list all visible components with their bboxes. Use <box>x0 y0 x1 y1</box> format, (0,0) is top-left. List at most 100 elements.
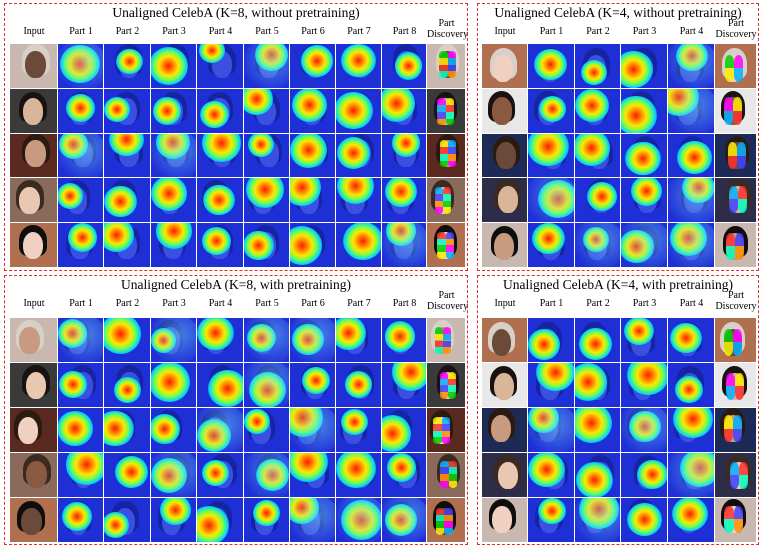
heat-blob <box>151 328 176 353</box>
heat-blob <box>682 178 714 204</box>
part-segment <box>445 245 454 253</box>
part-segment <box>442 333 452 341</box>
heat-blob <box>387 453 417 482</box>
part-segment <box>729 185 739 200</box>
heat-haze <box>151 453 196 497</box>
heat-blob <box>575 408 612 443</box>
heat-blob <box>626 503 662 537</box>
column-header: Part 8 <box>392 298 417 309</box>
part-segment <box>448 460 457 468</box>
column-header: Part Discovery <box>427 18 469 40</box>
heat-blob <box>160 498 191 525</box>
part-segment <box>732 428 742 443</box>
part-heatmap <box>336 178 381 223</box>
part-heatmap <box>336 223 381 267</box>
heat-blob <box>246 178 284 208</box>
part-segment <box>437 252 446 259</box>
part-heatmap <box>197 498 243 542</box>
part-heatmap <box>104 178 150 223</box>
part-segment <box>439 71 448 79</box>
heat-blob <box>341 44 376 78</box>
part-segment <box>445 111 454 119</box>
part-heatmap <box>290 408 335 452</box>
heat-blob <box>244 230 275 261</box>
heat-blob <box>677 141 712 174</box>
part-heatmap <box>58 223 103 267</box>
part-heatmap <box>621 363 667 407</box>
part-segment <box>439 378 448 386</box>
part-heatmap <box>104 408 150 452</box>
part-segment <box>447 71 457 79</box>
part-discovery-image <box>427 133 465 178</box>
face-shape <box>493 372 514 401</box>
part-segment <box>729 475 739 489</box>
heat-blob <box>201 133 241 162</box>
heat-blob <box>104 410 134 447</box>
part-heatmap <box>621 318 667 362</box>
heat-blob <box>114 377 141 404</box>
part-segment <box>724 111 734 125</box>
heat-blob <box>341 500 381 540</box>
part-heatmap <box>104 453 150 497</box>
part-segment <box>732 415 742 429</box>
heat-haze <box>528 178 574 223</box>
part-segment <box>723 342 733 357</box>
face-shape <box>492 505 513 533</box>
part-heatmap <box>575 133 620 178</box>
part-segment <box>442 200 452 208</box>
part-segment <box>738 185 748 200</box>
heat-blob <box>385 178 418 208</box>
part-discovery-image <box>427 88 465 133</box>
input-image <box>482 498 527 542</box>
part-discovery-image <box>427 223 465 267</box>
part-segment <box>445 238 454 246</box>
part-discovery-image <box>715 178 756 223</box>
heat-haze <box>336 498 381 542</box>
part-heatmap <box>197 363 243 407</box>
part-segment <box>433 416 442 424</box>
heat-blob <box>255 458 289 492</box>
heat-haze <box>575 223 620 267</box>
part-segment <box>448 467 457 475</box>
part-segment <box>442 340 452 348</box>
input-image <box>482 44 527 88</box>
face-shape <box>17 416 39 445</box>
part-segment <box>726 232 736 247</box>
heat-blob <box>203 185 235 216</box>
input-image <box>482 133 527 178</box>
part-heatmap <box>528 363 574 407</box>
input-image <box>482 363 527 407</box>
heat-blob <box>583 227 609 252</box>
heat-blob <box>200 100 230 129</box>
part-segment <box>447 64 457 72</box>
heat-blob <box>343 223 381 261</box>
column-header: Part 2 <box>115 26 140 37</box>
part-segment <box>448 378 457 386</box>
heat-blob <box>575 89 609 123</box>
part-heatmap <box>197 223 243 267</box>
heat-blob <box>59 44 100 84</box>
part-heatmap <box>528 133 574 178</box>
part-heatmap <box>244 408 289 452</box>
part-segment <box>733 97 743 112</box>
part-segment <box>445 118 454 126</box>
heat-blob <box>255 44 288 72</box>
heat-blob <box>528 329 561 361</box>
panel-title: Unaligned CelebA (K=8, without pretraini… <box>112 5 360 20</box>
part-segment <box>724 97 734 112</box>
face-shape <box>497 185 518 213</box>
part-heatmap <box>668 453 714 497</box>
part-segment <box>441 437 450 445</box>
heat-blob <box>626 363 667 396</box>
part-heatmap <box>197 133 243 178</box>
part-segment <box>734 386 744 401</box>
part-heatmap <box>621 44 667 88</box>
part-segment <box>440 474 449 482</box>
heat-blob <box>336 91 373 129</box>
input-image <box>10 178 57 223</box>
panel-tr: Unaligned CelebA (K=4, without pretraini… <box>477 3 759 271</box>
heat-blob <box>62 501 92 531</box>
part-segment <box>447 57 457 65</box>
part-heatmap <box>58 133 103 178</box>
heat-blob <box>621 50 653 88</box>
